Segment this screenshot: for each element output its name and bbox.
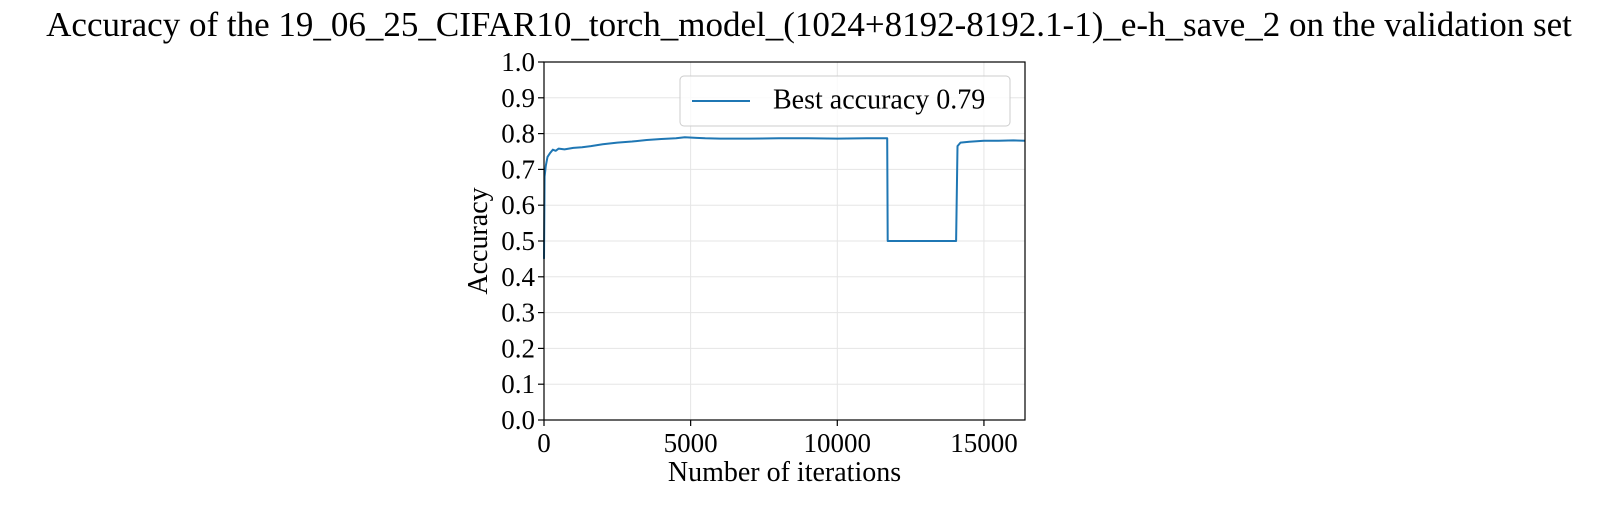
legend-label: Best accuracy 0.79: [773, 84, 985, 115]
y-tick-label: 0.9: [501, 83, 535, 113]
y-tick-label: 0.0: [501, 405, 535, 435]
y-tick-label: 0.5: [501, 226, 535, 256]
series-line: [543, 136, 1026, 259]
y-tick-label: 0.7: [501, 154, 535, 184]
y-tick-label: 0.3: [501, 298, 535, 328]
x-axis-label: Number of iterations: [668, 457, 901, 488]
y-tick-label: 0.6: [501, 190, 535, 220]
y-tick-label: 1.0: [501, 47, 535, 77]
axis-ticks: 0 5000 10000 15000 0.0 0.1 0.2 0.3 0.4 0.5 0.6 0.7 0…: [501, 47, 1017, 458]
x-tick-label: 10000: [804, 428, 872, 458]
x-tick-label: 15000: [950, 428, 1018, 458]
x-tick-label: 5000: [664, 428, 718, 458]
legend: Best accuracy 0.79: [679, 75, 1011, 127]
y-tick-label: 0.4: [501, 262, 535, 292]
chart-title: Accuracy of the 19_06_25_CIFAR10_torch_m…: [46, 5, 1572, 44]
x-tick-label: 0: [537, 428, 551, 458]
y-axis-label: Accuracy: [463, 187, 494, 294]
y-tick-label: 0.2: [501, 333, 535, 363]
y-tick-label: 0.1: [501, 369, 535, 399]
legend-box: [679, 75, 1011, 127]
y-tick-label: 0.8: [501, 119, 535, 149]
series-lines: [543, 136, 1026, 259]
